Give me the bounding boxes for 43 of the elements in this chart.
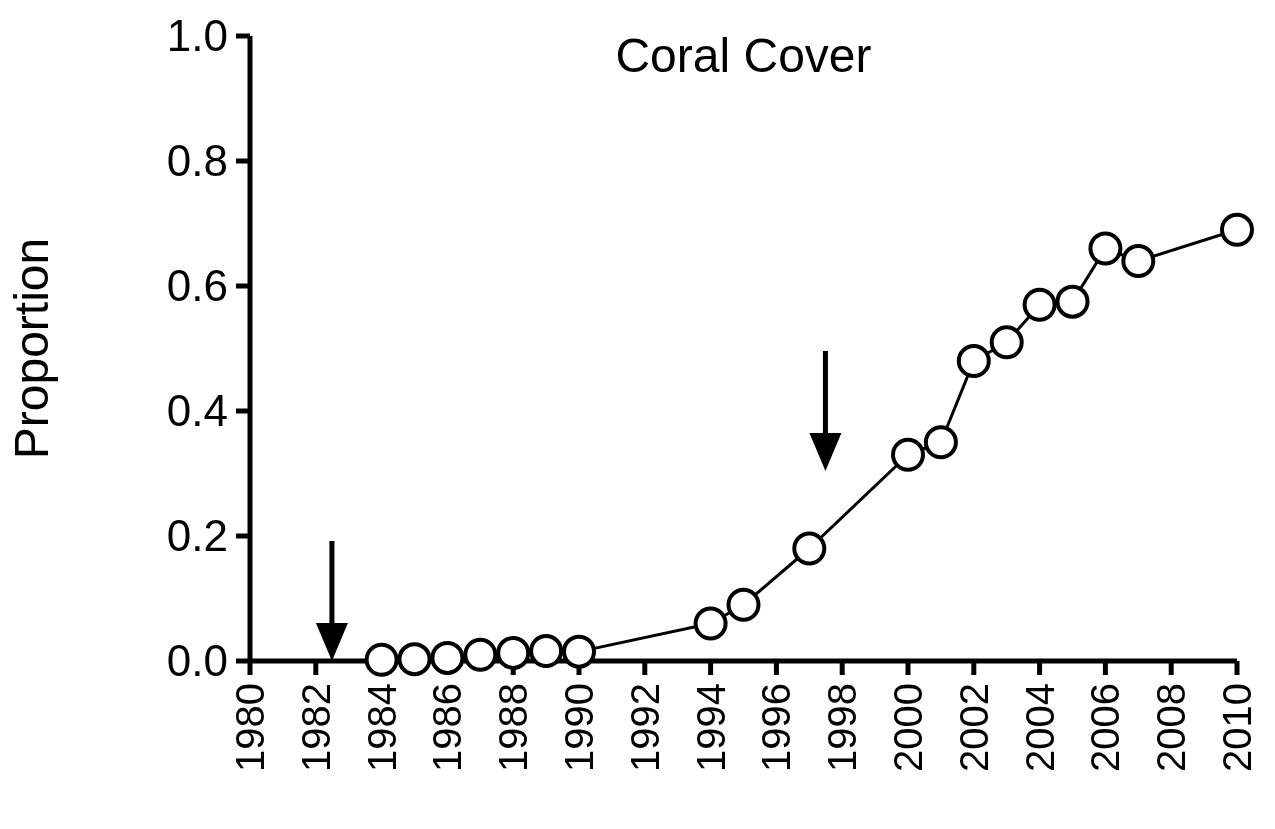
point — [726, 587, 761, 622]
x-tick-label: 1990 — [557, 683, 601, 772]
x-tick-label: 2000 — [886, 683, 930, 772]
y-axis-title: Proportion — [5, 237, 58, 460]
point — [364, 642, 399, 677]
point — [1220, 212, 1254, 247]
point — [1055, 284, 1090, 319]
point — [562, 634, 596, 669]
y-tick-label: 0.0 — [166, 636, 228, 686]
x-tick-label: 1980 — [228, 683, 272, 772]
point — [1088, 231, 1123, 266]
point — [989, 325, 1024, 360]
x-tick-label: 2004 — [1017, 683, 1062, 772]
y-tick-label: 0.6 — [166, 261, 228, 311]
x-tick-label: 1992 — [622, 683, 667, 772]
x-tick-label: 2002 — [951, 683, 996, 772]
point — [792, 531, 827, 566]
x-tick-label: 2008 — [1149, 683, 1194, 772]
point — [463, 637, 498, 672]
y-tick-label: 0.4 — [166, 386, 228, 436]
x-tick-label: 1994 — [688, 683, 733, 772]
point — [397, 642, 432, 677]
y-tick-label: 0.2 — [166, 511, 228, 561]
x-tick-label: 2006 — [1083, 683, 1128, 772]
x-tick-label: 1986 — [425, 683, 470, 772]
y-tick-label: 0.8 — [166, 136, 228, 186]
x-tick-label: 1984 — [359, 683, 404, 772]
point — [496, 635, 531, 670]
point — [1121, 244, 1156, 278]
x-tick-label: 1996 — [754, 683, 799, 772]
chart-title: Coral Cover — [615, 29, 872, 82]
x-tick-label: 2010 — [1215, 683, 1259, 772]
point — [693, 606, 728, 641]
x-tick-label: 1988 — [491, 683, 536, 772]
point — [1022, 287, 1057, 322]
x-tick-label: 1982 — [293, 683, 338, 772]
point — [923, 425, 958, 460]
point — [956, 344, 991, 378]
point — [430, 640, 465, 675]
point — [891, 437, 925, 472]
x-tick-label: 1998 — [820, 683, 865, 772]
point — [529, 634, 564, 668]
y-tick-label: 1.0 — [166, 11, 228, 61]
